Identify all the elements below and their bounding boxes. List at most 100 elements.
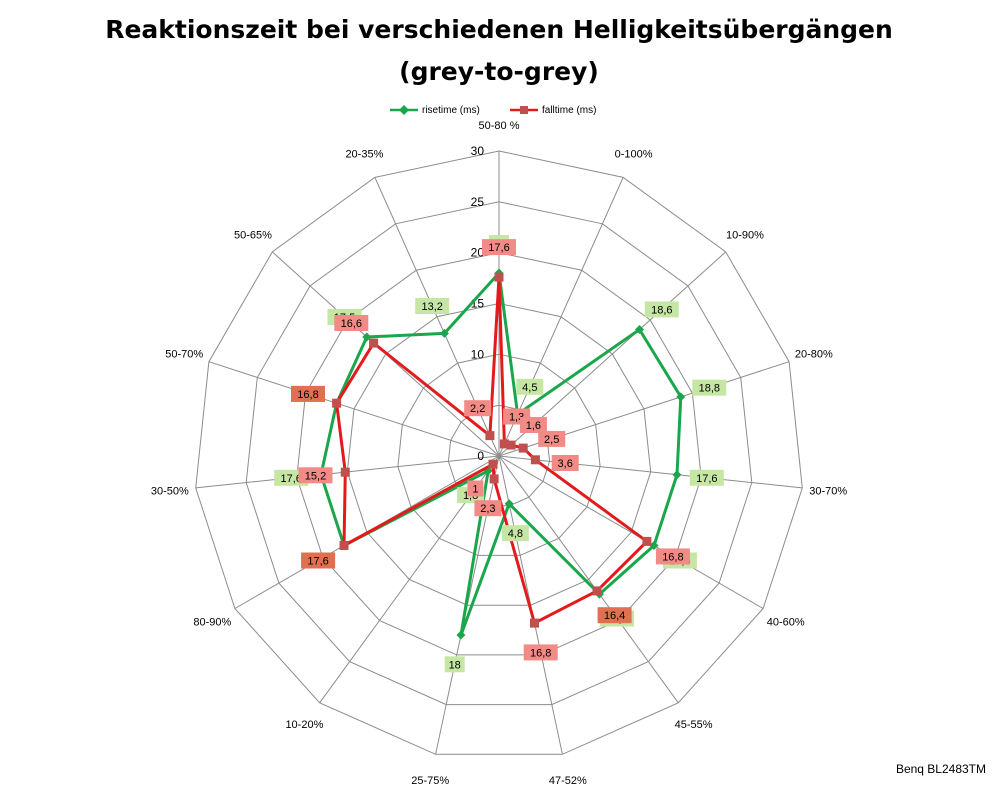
data-point xyxy=(489,474,499,484)
data-labels: 184,518,618,817,617,616,84,8181,817,617,… xyxy=(274,235,727,673)
data-point xyxy=(518,443,528,453)
data-label-box xyxy=(474,500,502,517)
data-point xyxy=(649,540,659,550)
category-label: 30-50% xyxy=(151,486,189,498)
data-label-box xyxy=(516,378,544,395)
grid-spoke xyxy=(498,455,764,609)
data-point xyxy=(504,499,514,509)
data-point xyxy=(592,586,602,596)
data-label-box xyxy=(482,239,516,256)
category-label: 50-70% xyxy=(165,349,203,361)
data-point xyxy=(340,467,350,477)
tick-label: 20 xyxy=(471,246,485,260)
category-label: 10-90% xyxy=(726,230,764,242)
legend-label-risetime: risetime (ms) xyxy=(422,105,480,116)
category-label: 10-20% xyxy=(285,719,323,731)
data-label-box xyxy=(523,644,558,661)
legend-marker-falltime xyxy=(520,106,528,114)
data-point xyxy=(485,431,495,441)
data-label-box xyxy=(291,385,325,402)
grid-ring xyxy=(245,201,753,706)
category-label: 20-80% xyxy=(795,349,833,361)
data-label: 1 xyxy=(472,484,478,496)
data-label: 18,6 xyxy=(651,304,672,316)
grid-ring xyxy=(296,252,702,656)
data-label: 4,8 xyxy=(508,528,523,540)
data-point xyxy=(642,536,652,546)
grid-ring xyxy=(346,302,652,606)
data-point xyxy=(530,455,540,465)
data-label: 3,6 xyxy=(558,458,573,470)
series-line xyxy=(335,275,649,625)
data-label: 15,2 xyxy=(305,470,326,482)
data-point xyxy=(369,338,379,348)
data-point xyxy=(456,630,466,640)
category-label: 50-80 % xyxy=(479,120,520,132)
tick-label: 25 xyxy=(471,195,485,209)
category-labels: 50-80 % 0-100% 10-90% 20-80% 30-70% 40-60% 45-… xyxy=(151,120,848,786)
grid-ring xyxy=(195,150,803,755)
data-label-box xyxy=(464,400,492,417)
data-label: 2,3 xyxy=(480,503,495,515)
source-note: Benq BL2483TM xyxy=(896,762,986,776)
data-label-box xyxy=(597,607,632,624)
data-label-box xyxy=(551,455,579,471)
data-label-box xyxy=(298,467,333,484)
data-label: 17,6 xyxy=(488,242,509,254)
data-label: 4,5 xyxy=(522,382,537,394)
data-label-box xyxy=(519,417,547,433)
tick-label: 30 xyxy=(471,144,485,158)
chart-title-line-2: (grey-to-grey) xyxy=(399,57,599,86)
grid-ring xyxy=(397,353,601,556)
data-label: 16,6 xyxy=(341,318,362,330)
data-label: 18 xyxy=(449,659,461,671)
legend: risetime (ms) falltime (ms) xyxy=(390,105,596,116)
category-label: 0-100% xyxy=(615,149,653,161)
category-label: 30-70% xyxy=(809,486,847,498)
legend-marker-risetime xyxy=(399,105,409,115)
data-point xyxy=(676,392,686,402)
data-point xyxy=(339,541,349,550)
category-label: 47-52% xyxy=(549,775,587,786)
grid-spoke xyxy=(208,361,500,457)
data-label-box xyxy=(501,525,529,542)
category-label: 20-35% xyxy=(345,149,383,161)
category-label: 80-90% xyxy=(193,617,231,629)
data-label-box xyxy=(689,469,724,486)
category-label: 50-65% xyxy=(234,230,272,242)
data-label: 13,2 xyxy=(421,301,442,313)
data-label-box xyxy=(301,552,336,569)
data-point xyxy=(332,398,342,408)
data-point xyxy=(362,332,372,342)
data-label: 17,6 xyxy=(307,556,328,568)
data-point xyxy=(494,272,504,282)
data-label: 16,4 xyxy=(604,610,625,622)
data-label: 18,8 xyxy=(699,383,720,395)
data-label: 16,8 xyxy=(662,551,683,563)
data-label-box xyxy=(415,298,450,314)
grid-spoke xyxy=(498,455,803,489)
data-label: 1,6 xyxy=(526,420,541,432)
data-point xyxy=(530,618,539,628)
category-label: 40-60% xyxy=(767,617,805,629)
data-label-box xyxy=(334,315,369,331)
data-label: 17,6 xyxy=(696,473,717,485)
category-label: 45-55% xyxy=(675,719,713,731)
series-line xyxy=(319,271,683,637)
data-label: 2,2 xyxy=(470,403,485,415)
data-label-box xyxy=(692,379,727,396)
category-label: 25-75% xyxy=(411,775,449,786)
data-point xyxy=(506,440,516,450)
data-label: 16,8 xyxy=(297,389,318,401)
data-label-box xyxy=(644,301,679,318)
data-point xyxy=(672,470,682,480)
legend-item-falltime: falltime (ms) xyxy=(510,105,596,116)
data-label-box xyxy=(467,480,484,497)
data-point xyxy=(488,459,498,469)
data-label-box xyxy=(538,430,566,447)
legend-item-risetime: risetime (ms) xyxy=(390,105,480,116)
data-point xyxy=(635,324,645,334)
data-point xyxy=(439,328,449,338)
tick-label: 10 xyxy=(471,347,485,361)
